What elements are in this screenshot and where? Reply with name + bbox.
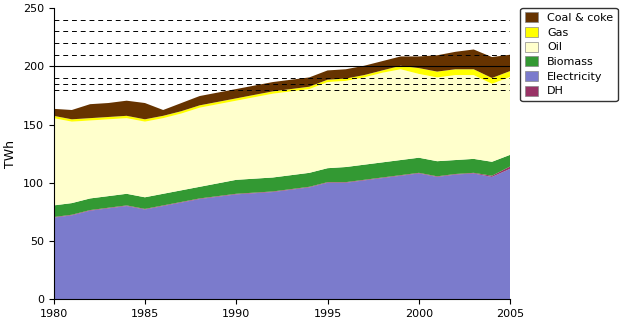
Y-axis label: TWh: TWh xyxy=(4,140,17,168)
Legend: Coal & coke, Gas, Oil, Biomass, Electricity, DH: Coal & coke, Gas, Oil, Biomass, Electric… xyxy=(521,8,618,101)
